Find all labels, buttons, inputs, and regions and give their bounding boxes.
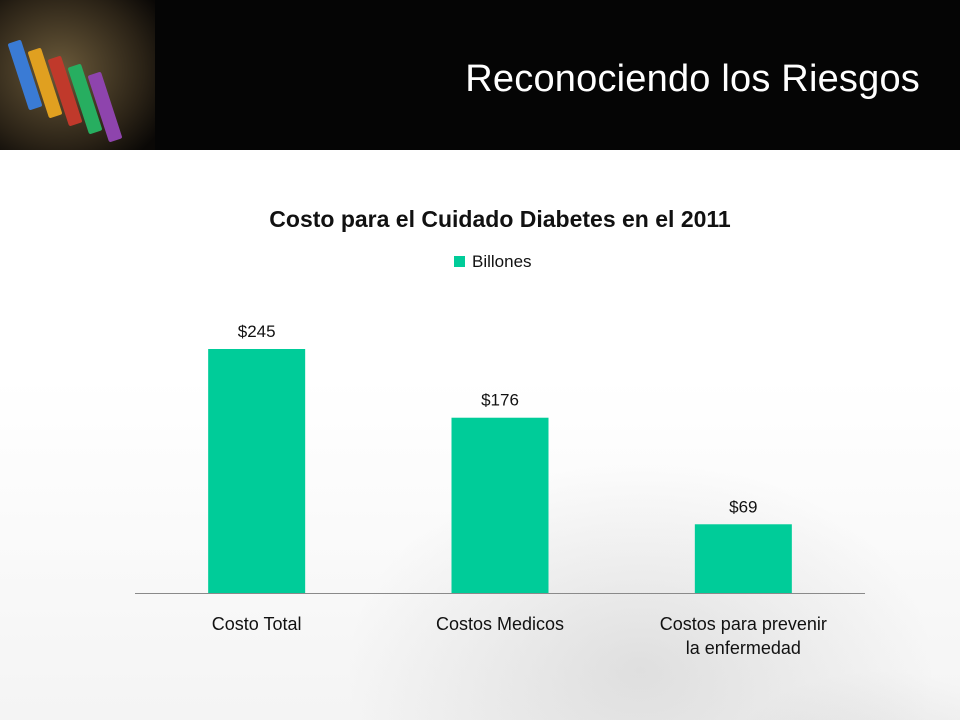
chart-title: Costo para el Cuidado Diabetes en el 201… xyxy=(269,206,731,232)
x-tick-label-line: Costo Total xyxy=(212,614,302,634)
x-tick-label-line: Costos para prevenir xyxy=(660,614,827,634)
bar-1 xyxy=(208,349,306,593)
x-tick-label-1: Costo Total xyxy=(212,614,302,634)
legend-label: Billones xyxy=(472,252,532,271)
data-label-1: $245 xyxy=(238,322,276,341)
x-tick-label-line: la enfermedad xyxy=(686,638,801,658)
chart-legend: Billones xyxy=(454,252,532,271)
x-tick-labels-group: Costo Total Costos Medicos Costos para pre… xyxy=(212,614,827,658)
data-labels-group: $245 $176 $69 xyxy=(238,322,758,516)
x-tick-label-2: Costos Medicos xyxy=(436,614,564,634)
bar-chart: Costo para el Cuidado Diabetes en el 201… xyxy=(135,206,865,658)
bar-2 xyxy=(451,417,549,593)
data-label-2: $176 xyxy=(481,391,519,410)
header-bar: Reconociendo los Riesgos xyxy=(0,0,960,150)
data-label-3: $69 xyxy=(729,497,757,516)
legend-swatch xyxy=(454,256,465,267)
bar-3 xyxy=(694,524,792,593)
x-tick-label-line: Costos Medicos xyxy=(436,614,564,634)
x-tick-label-3: Costos para prevenir la enfermedad xyxy=(660,614,827,658)
medical-stethoscope-image xyxy=(0,0,155,150)
bars-group xyxy=(208,349,792,593)
page-title: Reconociendo los Riesgos xyxy=(465,58,920,100)
